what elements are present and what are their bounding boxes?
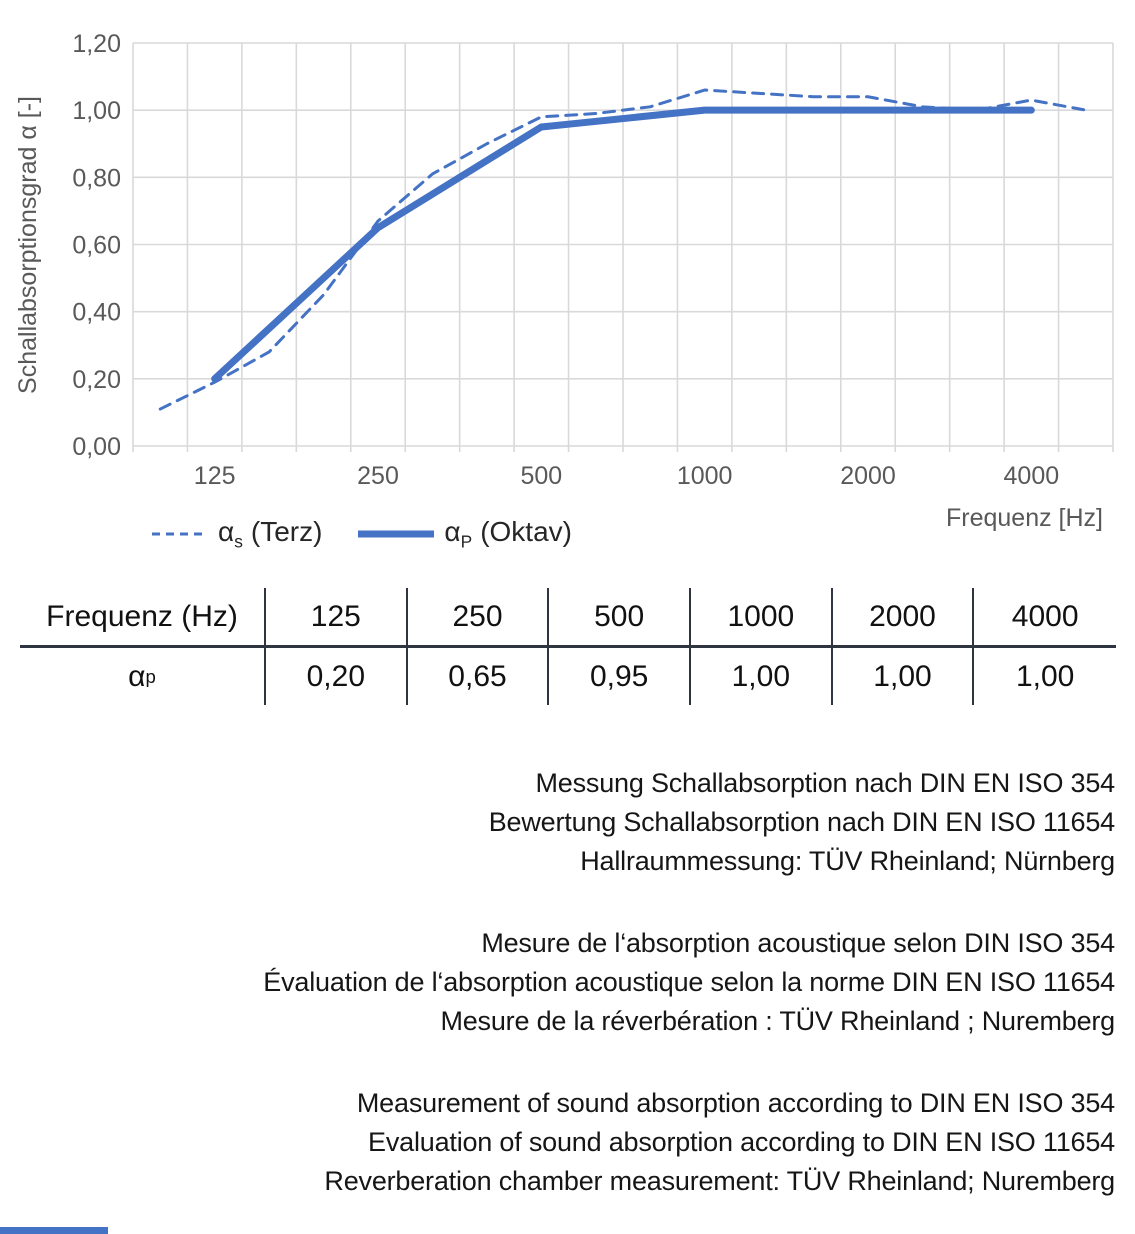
absorption-chart: Schallabsorptionsgrad α [-] 0,00 0,20 0,40… <box>0 0 1135 560</box>
table-value-125: 0,20 <box>266 648 408 705</box>
table-value-500: 0,95 <box>549 648 691 705</box>
note-line: Messung Schallabsorption nach DIN EN ISO… <box>535 768 1115 798</box>
note-line: Evaluation of sound absorption according… <box>368 1127 1115 1157</box>
note-line: Évaluation de l‘absorption acoustique se… <box>263 967 1115 997</box>
table-value-2000: 1,00 <box>833 648 975 705</box>
svg-text:0,40: 0,40 <box>72 299 121 327</box>
legend-label-terz: αs (Terz) <box>218 516 323 552</box>
note-line: Measurement of sound absorption accordin… <box>356 1088 1115 1118</box>
chart-plot-area: Schallabsorptionsgrad α [-] 0,00 0,20 0,40… <box>14 30 1114 490</box>
table-value-4000: 1,00 <box>1015 659 1075 693</box>
svg-text:1,20: 1,20 <box>72 30 121 58</box>
absorption-table: Frequenz (Hz) 125 250 500 1000 2000 4000… <box>20 588 1116 705</box>
note-line: Mesure de l‘absorption acoustique selon … <box>481 928 1115 958</box>
chart-legend: αs (Terz) αP (Oktav) <box>152 516 572 553</box>
x-axis-tick-labels: 125 250 500 1000 2000 4000 <box>194 462 1059 490</box>
legend-item-terz: αs (Terz) <box>152 516 322 553</box>
svg-text:0,80: 0,80 <box>72 164 121 192</box>
svg-text:250: 250 <box>357 462 399 490</box>
svg-text:125: 125 <box>194 462 236 490</box>
table-header-250: 250 <box>407 588 550 648</box>
note-line: Bewertung Schallabsorption nach DIN EN I… <box>488 807 1115 837</box>
y-axis-tick-labels: 0,00 0,20 0,40 0,60 0,80 1,00 1,20 <box>72 30 121 461</box>
chart-series-lines <box>158 88 1088 411</box>
svg-text:500: 500 <box>520 462 562 490</box>
chart-gridlines <box>132 42 1114 452</box>
svg-text:0,00: 0,00 <box>72 433 121 461</box>
svg-text:2000: 2000 <box>840 462 896 490</box>
table-header-2000: 2000 <box>832 588 975 648</box>
table-header-500: 500 <box>549 588 691 648</box>
table-header-1000: 1000 <box>691 588 833 648</box>
note-line: Hallraummessung: TÜV Rheinland; Nürnberg <box>580 846 1115 876</box>
solid-line-swatch <box>358 530 435 538</box>
note-line: Mesure de la réverbération : TÜV Rheinla… <box>440 1006 1115 1036</box>
table-value-1000: 1,00 <box>691 648 833 705</box>
table-header-125: 125 <box>266 588 408 648</box>
notes-german: Messung Schallabsorption nach DIN EN ISO… <box>115 764 1115 881</box>
svg-text:4000: 4000 <box>1004 462 1060 490</box>
note-line: Reverberation chamber measurement: TÜV R… <box>324 1166 1115 1196</box>
table-header-4000: 4000 <box>974 588 1116 648</box>
footer-accent-bar <box>0 1227 108 1234</box>
svg-text:0,60: 0,60 <box>72 232 121 260</box>
dashed-line-swatch <box>152 532 208 536</box>
table-value-250: 0,65 <box>408 648 550 705</box>
svg-text:1,00: 1,00 <box>72 97 121 125</box>
y-axis-title: Schallabsorptionsgrad α [-] <box>14 96 42 394</box>
legend-item-oktav: αP (Oktav) <box>358 516 572 553</box>
svg-text:1000: 1000 <box>677 462 733 490</box>
legend-label-oktav: αP (Oktav) <box>444 516 572 552</box>
table-header-frequency: Frequenz (Hz) <box>20 588 266 648</box>
svg-text:0,20: 0,20 <box>72 366 121 394</box>
notes-french: Mesure de l‘absorption acoustique selon … <box>115 924 1115 1041</box>
notes-english: Measurement of sound absorption accordin… <box>115 1084 1115 1201</box>
x-axis-title: Frequenz [Hz] <box>945 504 1103 532</box>
